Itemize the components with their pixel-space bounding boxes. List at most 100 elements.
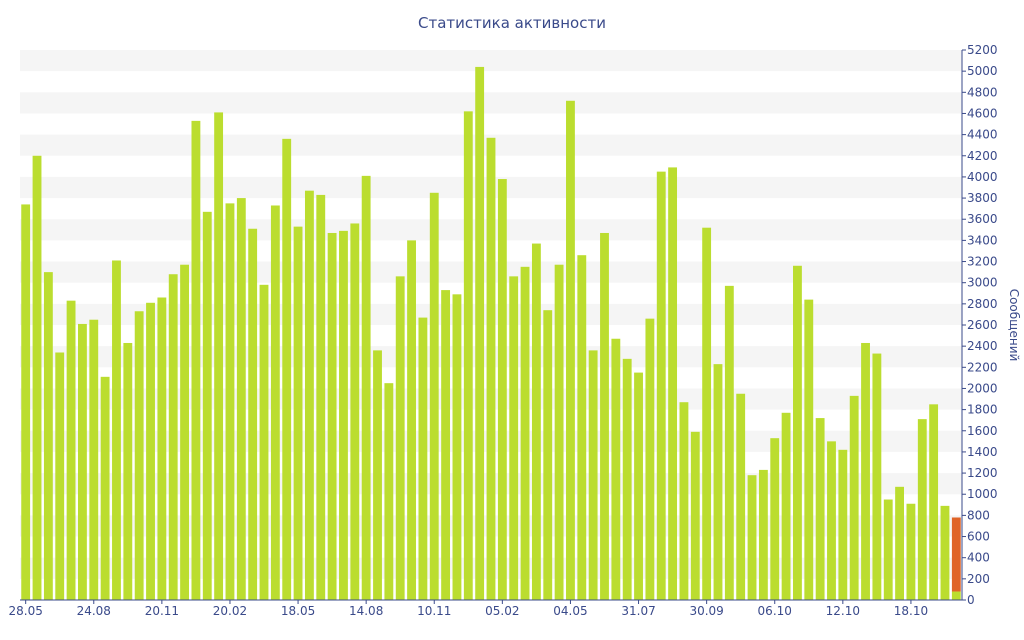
x-tick-label: 14.08 bbox=[349, 604, 383, 618]
bar bbox=[713, 364, 723, 600]
y-tick-label: 4400 bbox=[967, 128, 998, 142]
bar bbox=[475, 66, 485, 600]
bar bbox=[418, 317, 428, 600]
bar bbox=[906, 503, 916, 600]
bar bbox=[282, 138, 292, 600]
bar bbox=[793, 265, 802, 600]
bar bbox=[259, 284, 269, 600]
bar bbox=[316, 194, 326, 600]
bar bbox=[157, 297, 167, 600]
x-tick-label: 24.08 bbox=[77, 604, 111, 618]
y-tick-label: 3400 bbox=[967, 233, 998, 247]
bar bbox=[895, 486, 905, 600]
bar bbox=[554, 264, 564, 600]
bar bbox=[225, 203, 235, 600]
bar bbox=[339, 230, 348, 600]
bar bbox=[690, 431, 700, 600]
bar bbox=[191, 120, 201, 600]
y-tick-label: 1800 bbox=[967, 403, 998, 417]
bar bbox=[373, 350, 382, 600]
y-tick-label: 3800 bbox=[967, 191, 998, 205]
bar bbox=[804, 299, 814, 600]
x-tick-label: 20.02 bbox=[213, 604, 247, 618]
bar bbox=[497, 179, 507, 601]
bar bbox=[645, 318, 655, 600]
bar bbox=[55, 352, 65, 600]
x-tick-label: 31.07 bbox=[621, 604, 655, 618]
y-tick-label: 5200 bbox=[967, 43, 998, 57]
y-axis-title: Сообщений bbox=[1007, 289, 1021, 362]
y-tick-label: 400 bbox=[967, 551, 990, 565]
y-tick-label: 3600 bbox=[967, 212, 998, 226]
bar bbox=[883, 499, 893, 600]
bar bbox=[202, 211, 212, 601]
bar bbox=[520, 266, 530, 600]
y-tick-label: 1000 bbox=[967, 487, 998, 501]
bar bbox=[656, 171, 666, 600]
bar bbox=[77, 323, 87, 600]
bar bbox=[236, 198, 246, 601]
bar bbox=[134, 311, 144, 600]
bar-current bbox=[951, 517, 961, 592]
y-tick-label: 5000 bbox=[967, 64, 998, 78]
bar bbox=[509, 276, 519, 600]
bar bbox=[600, 232, 609, 600]
bar bbox=[622, 358, 632, 600]
bar bbox=[781, 412, 791, 600]
bar bbox=[66, 300, 76, 600]
bar bbox=[861, 342, 870, 600]
bar bbox=[815, 418, 825, 600]
bar bbox=[429, 192, 439, 601]
bar bbox=[588, 350, 598, 600]
y-tick-label: 3000 bbox=[967, 276, 998, 290]
bar bbox=[724, 285, 734, 600]
bar bbox=[441, 290, 451, 600]
y-tick-label: 2800 bbox=[967, 297, 998, 311]
y-tick-label: 800 bbox=[967, 508, 990, 522]
bar bbox=[146, 302, 155, 600]
y-tick-label: 2200 bbox=[967, 360, 998, 374]
bar-current-lower bbox=[951, 591, 961, 600]
x-tick-label: 04.05 bbox=[553, 604, 587, 618]
bar bbox=[770, 438, 780, 600]
x-tick-label: 20.11 bbox=[145, 604, 179, 618]
x-tick-label: 18.05 bbox=[281, 604, 315, 618]
bar bbox=[531, 243, 541, 601]
bar bbox=[180, 264, 189, 600]
bar bbox=[849, 395, 859, 600]
bar bbox=[123, 342, 133, 600]
y-tick-label: 600 bbox=[967, 530, 990, 544]
bar bbox=[395, 276, 405, 600]
bar bbox=[32, 155, 42, 600]
bar bbox=[452, 294, 462, 600]
bar bbox=[827, 441, 836, 600]
x-tick-label: 30.09 bbox=[689, 604, 723, 618]
y-tick-label: 0 bbox=[967, 593, 975, 607]
bar bbox=[940, 505, 950, 600]
bar bbox=[21, 204, 31, 600]
grid-band bbox=[20, 50, 962, 72]
bar bbox=[611, 338, 621, 600]
bar bbox=[702, 227, 712, 600]
grid-band bbox=[20, 92, 962, 114]
bar bbox=[100, 376, 110, 600]
bar bbox=[929, 404, 939, 600]
y-tick-label: 4800 bbox=[967, 85, 998, 99]
bar bbox=[168, 274, 178, 600]
bar bbox=[566, 100, 575, 601]
y-tick-label: 2000 bbox=[967, 381, 998, 395]
bar bbox=[270, 205, 280, 600]
y-tick-label: 4600 bbox=[967, 106, 998, 120]
x-tick-label: 28.05 bbox=[8, 604, 42, 618]
bar bbox=[248, 228, 258, 600]
y-tick-label: 4200 bbox=[967, 149, 998, 163]
bar bbox=[384, 383, 394, 600]
bar bbox=[486, 137, 496, 601]
bar bbox=[112, 260, 121, 600]
y-tick-label: 1400 bbox=[967, 445, 998, 459]
bar bbox=[43, 272, 53, 600]
y-tick-label: 1200 bbox=[967, 466, 998, 480]
bar bbox=[872, 353, 882, 600]
bar bbox=[327, 232, 337, 600]
